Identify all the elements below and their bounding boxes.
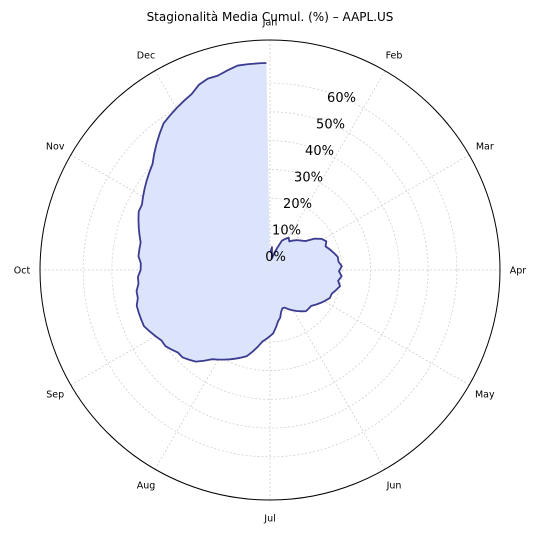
month-label-nov: Nov (46, 142, 65, 153)
month-label-jun: Jun (386, 480, 402, 491)
series-fill (136, 63, 342, 362)
month-labels: Jan Feb Mar Apr May Jun Jul Aug Sep Oct Nov Dec (14, 18, 527, 525)
month-label-aug: Aug (137, 480, 156, 491)
month-label-oct: Oct (14, 266, 31, 277)
radial-tick-labels: 0% 10% 20% 30% 40% 50% 60% (265, 91, 356, 265)
radial-tick-label: 0% (265, 250, 286, 265)
grid-ring (140, 140, 400, 400)
month-label-sep: Sep (46, 390, 64, 401)
series-line (135, 62, 343, 363)
chart-title: Stagionalità Media Cumul. (%) – AAPL.US (147, 10, 394, 24)
month-label-jan: Jan (262, 18, 278, 29)
radial-tick-label: 20% (283, 197, 312, 212)
month-label-mar: Mar (476, 142, 494, 153)
month-label-jul: Jul (263, 514, 275, 525)
radial-tick-label: 60% (327, 91, 356, 106)
radial-tick-label: 10% (272, 224, 301, 239)
radial-tick-label: 50% (316, 117, 345, 132)
month-label-may: May (475, 390, 495, 401)
radial-tick-label: 40% (305, 144, 334, 159)
grid-ring (111, 111, 429, 429)
outer-boundary (39, 39, 501, 501)
month-label-feb: Feb (386, 51, 403, 62)
grid-ring (168, 168, 372, 372)
series-area-layer (135, 62, 343, 363)
grid-ring (82, 82, 458, 458)
month-label-dec: Dec (137, 51, 155, 62)
radial-tick-label: 30% (294, 171, 323, 186)
month-label-apr: Apr (510, 266, 527, 277)
